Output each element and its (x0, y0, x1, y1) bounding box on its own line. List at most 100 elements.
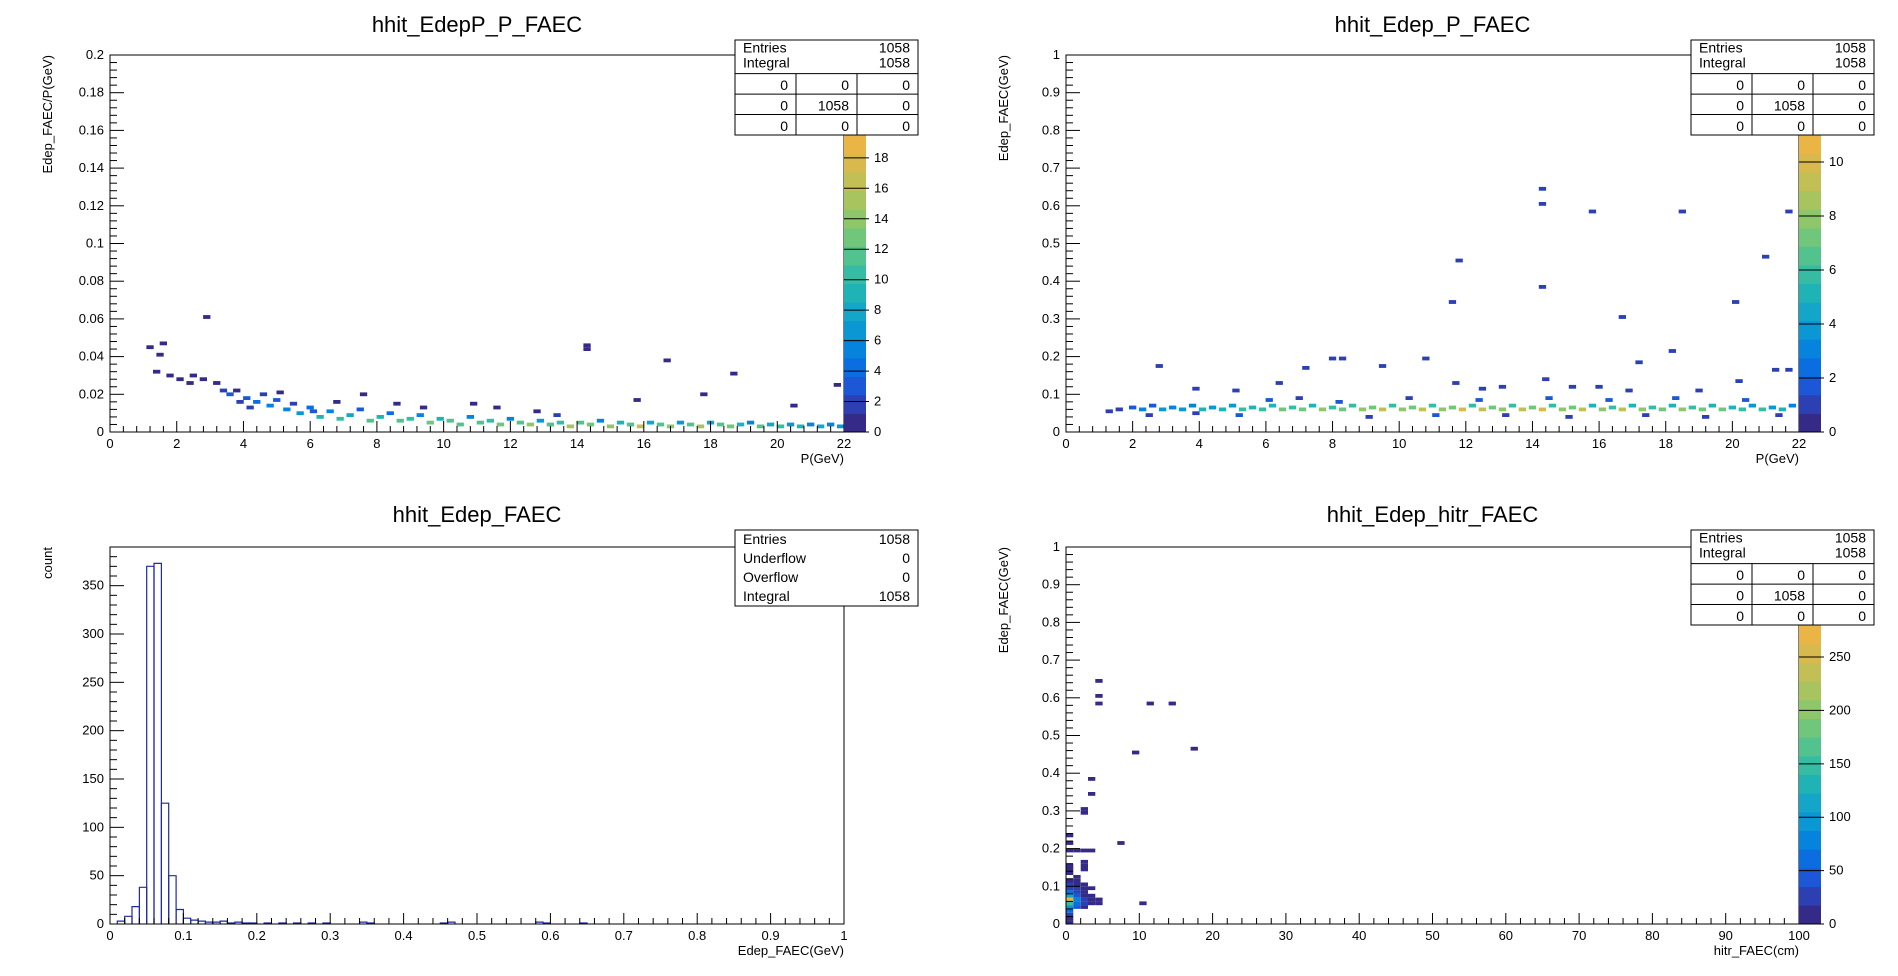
heatmap-cell (309, 409, 318, 414)
stats-grid-value: 0 (1858, 567, 1866, 583)
heatmap-cell (1538, 407, 1547, 412)
heatmap-cell (1073, 901, 1081, 906)
y-tick-label: 300 (82, 626, 104, 641)
heatmap-cell (1735, 379, 1743, 383)
heatmap-cell (776, 424, 785, 429)
heatmap-cell (1538, 202, 1547, 206)
heatmap-cell (1168, 701, 1176, 706)
heatmap-cell (1498, 384, 1507, 389)
stats-box-frame (734, 39, 919, 136)
heatmap-cell (1159, 407, 1167, 412)
heatmap-cell (1598, 407, 1607, 412)
heatmap-cell (456, 422, 464, 427)
heatmap-cell (1772, 367, 1780, 372)
y-axis: 0 0.1 0.2 0.3 0.4 0.5 0.6 0.7 0.8 0.9 1 Edep_FAEC(G… (996, 47, 1080, 439)
heatmap-cell (476, 420, 484, 425)
stats-box: Entries 1058 Integral 1058 0 0 0 0 1058 0 0 0 0 (1690, 529, 1875, 626)
color-bar-segment (844, 357, 866, 377)
heatmap-cell (546, 422, 554, 427)
heatmap-cell (1768, 405, 1776, 410)
heatmap-cell (1588, 403, 1597, 408)
x-tick-label: 40 (1352, 928, 1366, 943)
heatmap-cell (1132, 750, 1140, 755)
x-tick-label: 12 (1459, 436, 1473, 451)
stats-value: 1058 (879, 55, 910, 71)
plot-frame (1065, 54, 1800, 433)
heatmap-cell (1775, 413, 1783, 417)
stats-box: Entries 1058 Integral 1058 0 0 0 0 1058 0 0 0 0 (1690, 39, 1875, 136)
heatmap-cell (1732, 300, 1740, 304)
x-tick-label: 0.4 (395, 928, 413, 943)
y-tick-label: 0.8 (1042, 122, 1060, 137)
heatmap-cell (1558, 407, 1567, 412)
heatmap-cell (1073, 875, 1081, 879)
heatmap-cell (176, 377, 184, 382)
heatmap-cell (1628, 403, 1636, 408)
chart-title: hhit_Edep_P_FAEC (1335, 12, 1531, 37)
heatmap-cell (1073, 886, 1081, 891)
y-tick-label: 0.5 (1042, 728, 1060, 743)
color-bar-segment (1799, 320, 1821, 340)
heatmap-cell (1458, 407, 1467, 412)
histogram-bin (138, 886, 148, 924)
heatmap-cell (273, 398, 281, 402)
color-bar-segment (844, 283, 866, 303)
y-tick-label: 1 (1053, 539, 1060, 554)
heatmap-cell (583, 347, 591, 351)
heatmap-cell (156, 352, 164, 357)
stats-value: 0 (902, 569, 910, 585)
heatmap-cell (596, 418, 605, 423)
stats-grid-value: 0 (1797, 118, 1805, 134)
x-tick-label: 0 (106, 928, 113, 943)
heatmap-cell (1618, 407, 1626, 412)
stats-grid-value: 0 (1736, 567, 1744, 583)
x-tick-label: 0.2 (248, 928, 266, 943)
heatmap-cell (656, 422, 665, 427)
heatmap-cell (1542, 377, 1550, 382)
stats-grid-value: 0 (1858, 98, 1866, 114)
x-tick-label: 22 (1792, 436, 1806, 451)
color-bar-segment (1799, 376, 1821, 396)
stats-label: Underflow (743, 550, 807, 566)
color-bar-segment (1799, 357, 1821, 377)
x-tick-label: 0.1 (174, 928, 192, 943)
color-bar-segment (1799, 718, 1821, 738)
color-bar-tick-label: 6 (874, 333, 881, 348)
color-bar-segment (1799, 227, 1821, 247)
heatmap-cell (686, 422, 695, 427)
x-tick-label: 20 (1205, 928, 1219, 943)
stats-grid-value: 0 (902, 98, 910, 114)
color-bar-tick-label: 8 (874, 302, 881, 317)
color-bar-segment (844, 264, 866, 284)
heatmap-cell (1198, 407, 1207, 412)
heatmap-cell (1080, 886, 1088, 891)
plot-frame (109, 546, 845, 925)
heatmap-cell (1788, 403, 1796, 408)
x-tick-label: 0.5 (468, 928, 486, 943)
color-bar-tick-label: 10 (1829, 154, 1843, 169)
heatmap-cell (1073, 893, 1081, 898)
y-tick-label: 0.2 (1042, 349, 1060, 364)
heatmap-cell (1658, 407, 1666, 412)
x-axis-label: P(GeV) (1756, 451, 1799, 466)
color-bar-tick-label: 12 (874, 241, 888, 256)
heatmap-cell (1538, 285, 1547, 289)
color-bar-tick-label: 2 (874, 394, 881, 409)
stats-label: Entries (1699, 529, 1743, 545)
heatmap-cell (786, 422, 795, 427)
heatmap-cell (1095, 897, 1103, 902)
heatmap-cell (1080, 859, 1088, 864)
heatmap-cell (1605, 398, 1613, 402)
heatmap-cell (1678, 209, 1686, 214)
heatmap-cell (346, 413, 354, 417)
heatmap-cell (1080, 890, 1088, 894)
color-bar-segment (844, 394, 866, 414)
stats-grid-value: 0 (1858, 118, 1866, 134)
heatmap-cell (1066, 863, 1074, 868)
color-bar-segment (1799, 755, 1821, 775)
x-tick-label: 16 (1592, 436, 1606, 451)
color-bar-segment (1799, 246, 1821, 266)
heatmap-cell (276, 390, 284, 395)
